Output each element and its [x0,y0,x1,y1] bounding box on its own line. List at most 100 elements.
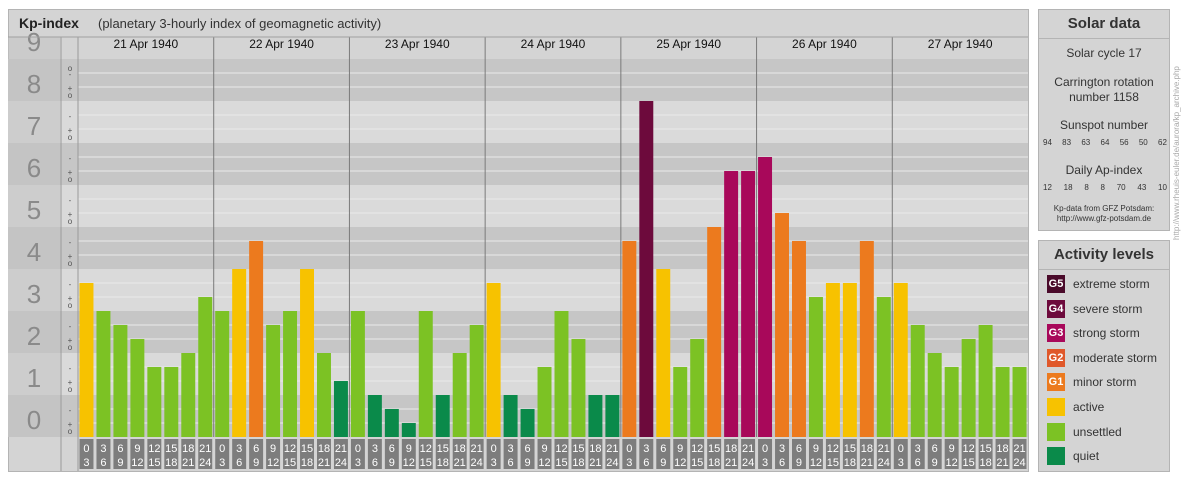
interval-box [758,439,773,469]
y-band [8,143,1028,185]
kp-bar [333,381,348,437]
interval-box [724,439,739,469]
kp-bar [503,395,518,437]
side-url[interactable]: http://www.rheuis-euler.de/aurora/kp_arc… [1172,66,1181,240]
interval-start-label: 21 [1013,443,1025,455]
interval-box [113,439,128,469]
interval-end-label: 24 [606,457,618,469]
interval-end-label: 6 [779,457,785,469]
day-label: 24 Apr 1940 [521,37,586,51]
interval-box [927,439,942,469]
interval-start-label: 9 [541,443,547,455]
legend-item: G1 minor storm [1047,373,1167,393]
interval-start-label: 9 [406,443,412,455]
credit-link[interactable]: http://www.gfz-potsdam.de [1056,214,1152,223]
legend-swatch: G1 [1047,373,1065,392]
interval-end-label: 12 [267,457,279,469]
interval-start-label: 0 [762,443,768,455]
interval-start-label: 15 [437,443,449,455]
kp-bar [605,395,620,437]
y-minor-mark: o [68,385,73,394]
interval-start-label: 12 [148,443,160,455]
interval-box [486,439,501,469]
interval-box [808,439,823,469]
interval-end-label: 3 [762,457,768,469]
y-tick-label: 2 [27,321,41,351]
y-minor-mark: o [68,343,73,352]
interval-box [944,439,959,469]
interval-box [588,439,603,469]
interval-box [164,439,179,469]
y-minor-mark: + [68,210,73,219]
y-tick-label: 4 [27,237,41,267]
y-minor-mark: + [68,420,73,429]
y-minor-mark: o [68,427,73,436]
kp-bar [622,240,637,437]
interval-start-label: 3 [100,443,106,455]
interval-box [537,439,552,469]
interval-end-label: 24 [335,457,347,469]
interval-box [401,439,416,469]
interval-end-label: 21 [725,457,737,469]
interval-start-label: 15 [979,443,991,455]
interval-start-label: 18 [861,443,873,455]
y-minor-mark: - [69,196,72,205]
y-minor-mark: + [68,168,73,177]
interval-start-label: 9 [677,443,683,455]
legend-swatch [1047,447,1065,466]
sunspot-label: Sunspot number [1059,118,1149,132]
interval-box [859,439,874,469]
kp-bar [859,240,874,437]
carrington-line-2: number 1158 [1069,90,1139,104]
interval-start-label: 18 [589,443,601,455]
interval-end-label: 12 [538,457,550,469]
interval-start-label: 18 [725,443,737,455]
y-band [8,59,1028,101]
day-label: 22 Apr 1940 [249,37,314,51]
interval-start-label: 9 [949,443,955,455]
interval-start-label: 21 [606,443,618,455]
kp-bar [656,269,671,437]
interval-box [469,439,484,469]
interval-box [741,439,756,469]
interval-end-label: 15 [148,457,160,469]
interval-box [842,439,857,469]
interval-box [673,439,688,469]
interval-box [232,439,247,469]
interval-box [435,439,450,469]
interval-start-label: 18 [182,443,194,455]
sunspot-value: 94 [1043,138,1052,147]
legend-item: G4 severe storm [1047,299,1167,320]
interval-box [876,439,891,469]
interval-end-label: 18 [165,457,177,469]
interval-start-label: 3 [779,443,785,455]
legend-label: extreme storm [1073,277,1150,291]
interval-end-label: 15 [827,457,839,469]
legend-item: G2 moderate storm [1047,348,1167,369]
kp-bar [520,408,535,437]
interval-end-label: 9 [796,457,802,469]
interval-end-label: 6 [236,457,242,469]
interval-box [130,439,145,469]
sunspot-values: 94 83 63 64 56 50 62 [1043,138,1167,147]
interval-end-label: 6 [372,457,378,469]
kp-bar [724,171,739,437]
legend-item: G3 strong storm [1047,324,1167,344]
interval-box [333,439,348,469]
kp-bar [283,311,298,437]
interval-start-label: 15 [165,443,177,455]
legend-label: active [1073,400,1105,414]
kp-bar [1012,366,1027,437]
interval-end-label: 3 [626,457,632,469]
interval-start-label: 3 [643,443,649,455]
legend-swatch: G5 [1047,275,1065,293]
interval-box [367,439,382,469]
interval-end-label: 15 [284,457,296,469]
y-minor-mark: + [68,84,73,93]
interval-box [707,439,722,469]
interval-start-label: 12 [691,443,703,455]
interval-start-label: 0 [898,443,904,455]
y-tick-label: 3 [27,279,41,309]
interval-end-label: 3 [898,457,904,469]
interval-end-label: 21 [454,457,466,469]
